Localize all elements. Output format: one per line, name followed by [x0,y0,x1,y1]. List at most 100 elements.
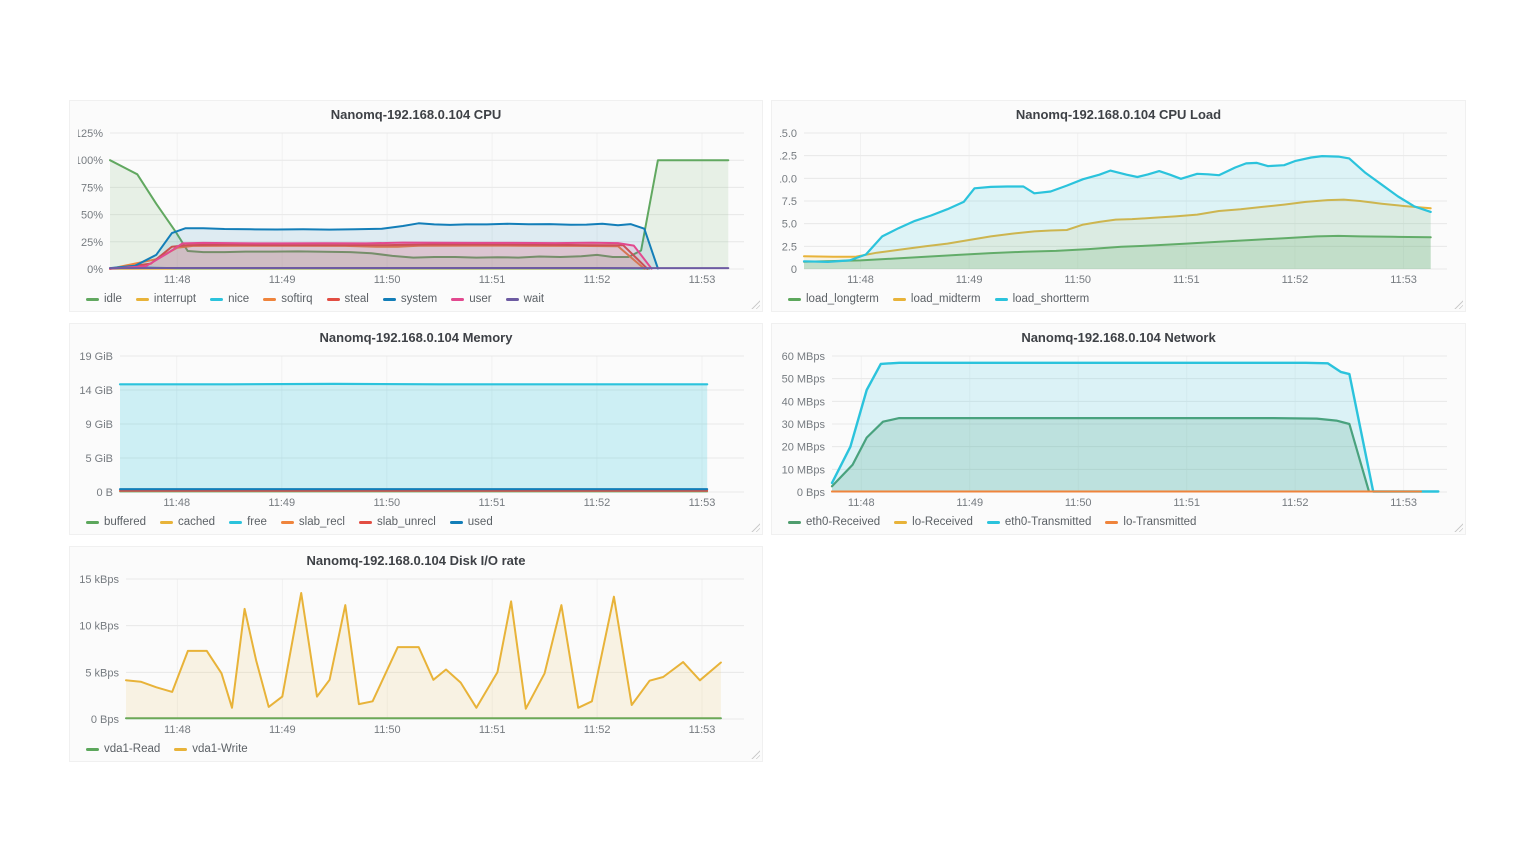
panel-load: Nanomq-192.168.0.104 CPU Load 0 2.5 5.0 7.5 1… [771,100,1466,312]
legend-item-free[interactable]: free [229,516,267,528]
legend-swatch-vda1-Write [174,747,188,751]
x-tick-label: 11:48 [164,724,191,736]
cpu-panel-title[interactable]: Nanomq-192.168.0.104 CPU [330,107,502,122]
legend-item-load_shortterm[interactable]: load_shortterm [994,293,1089,305]
memory-panel-title[interactable]: Nanomq-192.168.0.104 Memory [319,330,513,345]
y-tick-label: 40 MBps [782,396,826,408]
panel-memory: Nanomq-192.168.0.104 Memory 0 B 5 GiB 9 GiB… [69,323,763,535]
series-area-load_midterm [804,199,1431,269]
y-tick-label: 15 kBps [79,574,119,586]
legend-item-load_longterm[interactable]: load_longterm [788,293,879,305]
y-tick-label: 25% [81,237,103,249]
legend-item-idle[interactable]: idle [86,293,122,305]
memory-chart[interactable]: 0 B 5 GiB 9 GiB 14 GiB 19 GiB 11:48 11:49 11:50… [78,348,756,510]
legend-item-wait[interactable]: wait [505,293,545,305]
y-tick-label: 5 kBps [85,667,119,679]
series-area-free [120,383,708,492]
legend-swatch-buffered [86,520,99,524]
legend-label: eth0-Received [806,516,881,528]
legend-label: vda1-Read [104,743,161,755]
legend-swatch-vda1-Read [86,747,99,751]
legend-swatch-steal [326,297,340,301]
legend-label: slab_unrecl [376,516,436,528]
legend-label: system [400,293,438,305]
x-tick-label: 11:48 [847,274,874,286]
x-tick-label: 11:51 [1173,497,1200,509]
panel-resize-handle[interactable] [1453,299,1463,309]
series-line-idle [109,159,730,259]
series-line-vda1-Write [125,592,722,710]
series-area-load_shortterm [804,156,1431,269]
y-tick-label: 30 MBps [782,419,826,431]
legend-item-vda1-Write[interactable]: vda1-Write [174,743,248,755]
y-tick-label: 10 kBps [79,621,119,633]
legend-label: eth0-Transmitted [1004,516,1092,528]
legend-item-buffered[interactable]: buffered [86,516,146,528]
legend-label: interrupt [153,293,197,305]
y-tick-label: 5.0 [782,219,797,231]
load-chart[interactable]: 0 2.5 5.0 7.5 10.0 12.5 15.0 11:48 11:49 11:50 11:… [776,125,1459,287]
legend-item-nice[interactable]: nice [210,293,249,305]
y-tick-label: 12.5 [780,151,797,163]
legend-label: user [469,293,492,305]
legend-item-eth0-Received[interactable]: eth0-Received [788,516,880,528]
series-line-eth0-Transmitted [830,361,1440,493]
legend-label: nice [228,293,250,305]
legend-item-eth0-Transmitted[interactable]: eth0-Transmitted [986,516,1092,528]
legend-item-user[interactable]: user [451,293,492,305]
y-tick-label: 75% [81,182,103,194]
x-tick-label: 11:51 [1173,274,1200,286]
y-tick-label: 15.0 [780,128,797,140]
series-area-steal [110,244,648,269]
series-line-load_longterm [803,234,1432,263]
legend-item-load_midterm[interactable]: load_midterm [892,293,981,305]
legend-item-slab_unrecl[interactable]: slab_unrecl [358,516,436,528]
disk-chart[interactable]: 0 Bps 5 kBps 10 kBps 15 kBps 11:48 11:49 11:50… [78,571,756,737]
y-tick-label: 125% [78,128,103,140]
y-tick-label: 2.5 [782,241,797,253]
x-tick-label: 11:52 [1282,274,1309,286]
legend-item-lo-Transmitted[interactable]: lo-Transmitted [1105,516,1196,528]
y-tick-label: 100% [78,155,103,167]
legend-swatch-system [382,297,396,301]
series-area-idle [110,160,729,269]
legend-label: used [467,516,493,528]
series-line-load_midterm [803,198,1432,258]
legend-label: wait [523,293,545,305]
x-tick-label: 11:49 [269,274,296,286]
legend-swatch-slab_recl [280,520,294,524]
load-panel-title[interactable]: Nanomq-192.168.0.104 CPU Load [1015,107,1222,122]
x-tick-label: 11:51 [479,497,506,509]
y-tick-label: 19 GiB [79,351,113,363]
panel-resize-handle[interactable] [750,749,760,759]
x-tick-label: 11:50 [374,724,401,736]
legend-item-cached[interactable]: cached [160,516,215,528]
legend-item-softirq[interactable]: softirq [263,293,313,305]
legend-item-slab_recl[interactable]: slab_recl [280,516,345,528]
legend-item-steal[interactable]: steal [326,293,369,305]
legend-label: slab_recl [298,516,345,528]
legend-item-lo-Received[interactable]: lo-Received [894,516,973,528]
legend-item-used[interactable]: used [449,516,493,528]
panel-resize-handle[interactable] [1453,522,1463,532]
network-panel-title[interactable]: Nanomq-192.168.0.104 Network [1021,330,1216,345]
cpu-chart[interactable]: 0% 25% 50% 75% 100% 125% 11:48 11:49 11:50 11:51 1… [75,125,756,287]
y-tick-label: 0 Bps [797,487,826,499]
disk-panel-title[interactable]: Nanomq-192.168.0.104 Disk I/O rate [306,553,526,568]
x-tick-label: 11:48 [164,274,191,286]
legend-label: idle [104,293,122,305]
x-tick-label: 11:49 [268,497,295,509]
x-tick-label: 11:50 [374,274,401,286]
legend-item-system[interactable]: system [382,293,438,305]
x-tick-label: 11:49 [956,274,983,286]
panel-resize-handle[interactable] [750,522,760,532]
panel-resize-handle[interactable] [750,299,760,309]
legend-label: lo-Received [912,516,973,528]
memory-legend: buffered cached free slab_recl slab_unrecl us… [86,516,762,528]
network-chart[interactable]: 0 Bps 10 MBps 20 MBps 30 MBps 40 MBps 50 MBps… [780,348,1459,510]
legend-item-vda1-Read[interactable]: vda1-Read [86,743,160,755]
series-line-steal [109,243,649,270]
series-line-system [109,222,659,270]
series-line-user [109,241,653,270]
legend-item-interrupt[interactable]: interrupt [135,293,197,305]
